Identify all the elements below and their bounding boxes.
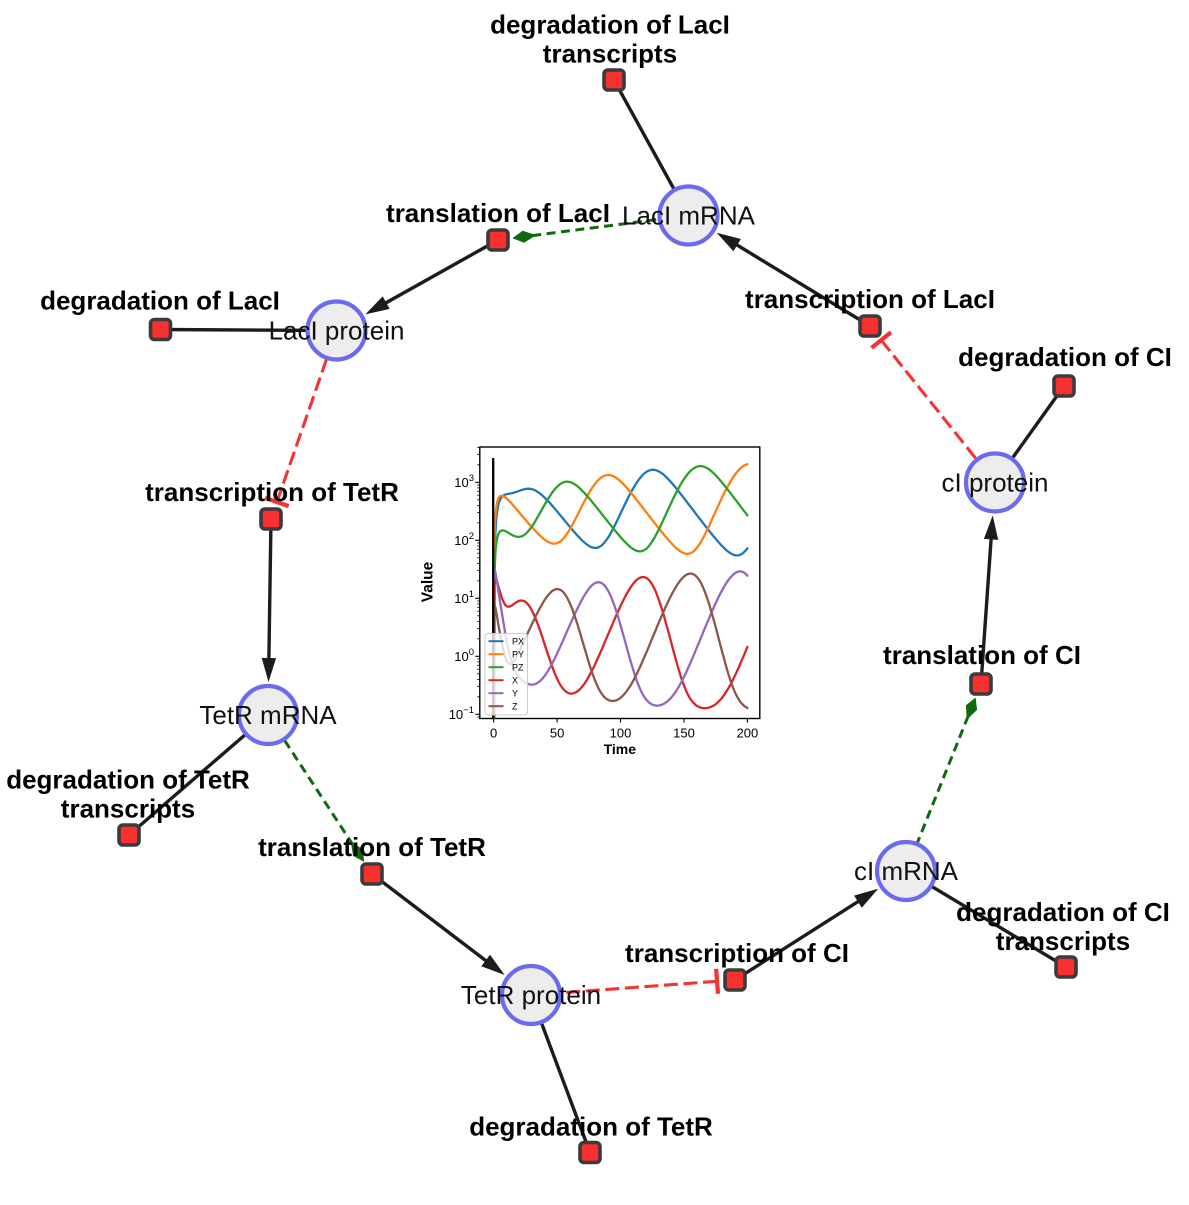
svg-text:cI mRNA: cI mRNA	[854, 856, 959, 886]
svg-text:PY: PY	[512, 649, 524, 659]
svg-text:Time: Time	[604, 741, 637, 757]
svg-text:transcription of TetR: transcription of TetR	[145, 477, 399, 507]
svg-text:Y: Y	[512, 688, 518, 698]
svg-text:PZ: PZ	[512, 662, 524, 672]
svg-text:cI protein: cI protein	[942, 468, 1049, 498]
svg-text:translation of TetR: translation of TetR	[258, 832, 486, 862]
svg-text:transcripts: transcripts	[61, 794, 195, 824]
svg-text:100: 100	[610, 726, 632, 741]
svg-text:PX: PX	[512, 636, 524, 646]
svg-text:degradation of TetR: degradation of TetR	[469, 1112, 713, 1142]
svg-text:Z: Z	[512, 701, 518, 711]
svg-text:degradation of LacI: degradation of LacI	[40, 286, 280, 316]
svg-text:degradation of TetR: degradation of TetR	[6, 765, 250, 795]
svg-text:transcription of LacI: transcription of LacI	[745, 284, 995, 314]
svg-text:transcripts: transcripts	[543, 39, 677, 69]
svg-text:150: 150	[673, 726, 695, 741]
svg-text:degradation of CI: degradation of CI	[956, 897, 1170, 927]
svg-text:transcripts: transcripts	[996, 926, 1130, 956]
svg-text:degradation of CI: degradation of CI	[958, 342, 1172, 372]
svg-text:TetR protein: TetR protein	[461, 980, 601, 1010]
svg-text:200: 200	[737, 726, 759, 741]
svg-text:LacI protein: LacI protein	[269, 316, 405, 346]
svg-text:Value: Value	[420, 561, 437, 602]
svg-text:50: 50	[550, 726, 564, 741]
svg-text:TetR mRNA: TetR mRNA	[199, 700, 337, 730]
svg-text:LacI mRNA: LacI mRNA	[622, 201, 756, 231]
svg-text:translation of CI: translation of CI	[883, 640, 1081, 670]
svg-text:0: 0	[490, 726, 497, 741]
svg-text:X: X	[512, 675, 518, 685]
svg-text:degradation of LacI: degradation of LacI	[490, 10, 730, 40]
svg-text:transcription of CI: transcription of CI	[625, 938, 849, 968]
svg-text:translation of LacI: translation of LacI	[386, 198, 610, 228]
